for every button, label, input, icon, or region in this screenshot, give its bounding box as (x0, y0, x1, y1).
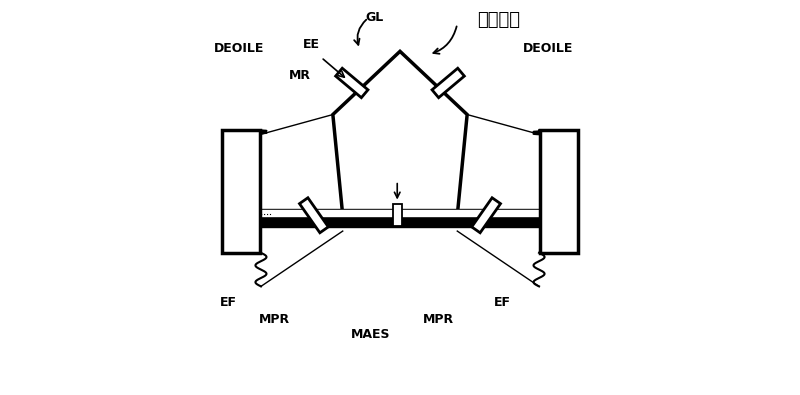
Text: MAES: MAES (350, 328, 390, 341)
Text: GL: GL (366, 11, 383, 24)
Text: EF: EF (494, 296, 511, 309)
Text: DEOILE: DEOILE (523, 42, 574, 55)
Text: DEOILE: DEOILE (214, 42, 264, 55)
Bar (540, 130, 578, 253)
Text: 机械活动: 机械活动 (477, 11, 520, 29)
Bar (393, 205, 402, 226)
Text: 放大介质: 放大介质 (362, 133, 406, 151)
Bar (222, 130, 260, 253)
Text: MPR: MPR (259, 313, 290, 326)
Text: EF: EF (220, 296, 237, 309)
Polygon shape (432, 68, 464, 98)
Polygon shape (333, 51, 467, 215)
Polygon shape (299, 198, 328, 233)
Text: EE: EE (302, 38, 319, 51)
Text: MPR: MPR (423, 313, 454, 326)
Polygon shape (472, 198, 501, 233)
Text: MR: MR (289, 69, 310, 82)
Polygon shape (336, 68, 368, 98)
Text: MR: MR (397, 69, 419, 82)
